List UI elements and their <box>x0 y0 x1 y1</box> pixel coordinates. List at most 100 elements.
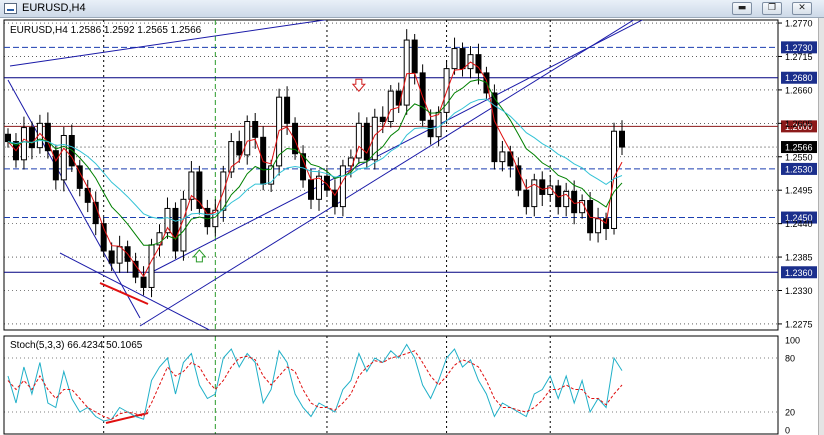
candle-body <box>44 122 51 152</box>
stoch-tick-label: 100 <box>785 336 800 346</box>
divergence-line <box>105 412 149 424</box>
candle-body <box>323 175 330 191</box>
candle-body <box>515 165 522 191</box>
minimize-button[interactable]: ▬ <box>732 2 752 15</box>
candle-body <box>236 141 243 156</box>
price-tick-label: 1.2605 <box>785 119 813 129</box>
price-level-label: 1.2680 <box>785 73 813 83</box>
candle-body <box>28 127 35 149</box>
main-panel-frame <box>3 19 779 331</box>
stoch-main-line <box>7 343 623 422</box>
candle-body <box>435 111 442 138</box>
candle-body <box>595 218 602 234</box>
stoch-tick-label: 20 <box>785 408 795 418</box>
price-level-tag <box>781 162 817 175</box>
stochastic-panel: 100 80 20 0 <box>3 335 800 435</box>
price-level-label: 1.2600 <box>785 122 813 132</box>
moving-averages <box>7 61 623 278</box>
price-tick-label: 1.2330 <box>785 286 813 296</box>
channel-line <box>9 20 328 67</box>
candle-body <box>355 122 362 159</box>
price-level-label: 1.2360 <box>785 268 813 278</box>
candle-body <box>228 141 235 173</box>
candle-body <box>531 179 538 208</box>
candle-body <box>20 127 27 161</box>
price-tick-label: 1.2385 <box>785 253 813 263</box>
candle-body <box>308 179 315 200</box>
price-tick-label: 1.2770 <box>785 19 813 29</box>
candle-body <box>100 223 107 252</box>
candle-body <box>539 179 546 195</box>
candle-body <box>292 122 299 155</box>
candle-body <box>252 121 259 138</box>
down-arrow-icon <box>351 78 366 92</box>
up-arrow-icon <box>192 249 207 263</box>
candle-body <box>116 246 123 264</box>
close-button[interactable]: ✕ <box>792 2 812 15</box>
price-level-tag <box>781 120 817 133</box>
price-tick-label: 1.2495 <box>785 186 813 196</box>
candle-body <box>180 198 187 252</box>
candle-body <box>188 171 195 200</box>
restore-button[interactable]: ❐ <box>762 2 782 15</box>
candle-body <box>411 39 418 74</box>
stoch-signal-line <box>7 350 623 420</box>
stoch-tick-label: 0 <box>785 426 790 435</box>
candle-body <box>172 207 179 252</box>
grid <box>3 19 779 434</box>
channel-line <box>59 252 211 330</box>
signal-arrows <box>99 78 366 305</box>
candle-body <box>387 90 394 123</box>
chart-window-icon <box>4 3 17 14</box>
candle-body <box>108 250 115 264</box>
candle-body <box>499 151 506 163</box>
moving-average-line <box>7 61 623 278</box>
price-tick-label: 1.2715 <box>785 52 813 62</box>
last-price-label: 1.2566 <box>785 143 813 153</box>
stoch-panel-frame <box>3 335 779 435</box>
candle-body <box>507 151 514 167</box>
window-title: EURUSD,H4 <box>22 2 86 14</box>
candle-body <box>459 48 466 70</box>
vertical-scrollbar[interactable] <box>818 18 824 435</box>
price-level-label: 1.2730 <box>785 43 813 53</box>
window-title-bar: EURUSD,H4 ▬ ❐ ✕ <box>0 0 824 18</box>
moving-average-line <box>7 98 623 222</box>
divergence-line <box>99 282 149 305</box>
price-tick-label: 1.2660 <box>785 85 813 95</box>
candle-body <box>5 133 11 143</box>
price-level-tag <box>781 266 817 279</box>
candle-body <box>244 121 251 156</box>
candle-body <box>204 207 211 228</box>
candle-body <box>563 190 570 208</box>
price-level-tag <box>781 71 817 84</box>
channel-line <box>139 20 635 327</box>
moving-average-line <box>7 79 623 246</box>
candle-body <box>403 39 410 106</box>
candle-body <box>451 48 458 70</box>
candle-body <box>619 130 625 148</box>
candle-body <box>140 276 147 288</box>
candle-body <box>52 150 59 181</box>
price-level-label: 1.2450 <box>785 213 813 223</box>
candle-body <box>339 165 346 208</box>
main-chart-info: EURUSD,H4 1.2586 1.2592 1.2565 1.2566 <box>10 25 202 36</box>
channel-line <box>7 79 141 319</box>
price-axis: 1.2770 1.2715 1.2660 1.2605 1.2550 1.2495 1.24… <box>778 19 813 329</box>
candle-body <box>156 232 163 246</box>
candle-body <box>268 165 275 185</box>
candle-body <box>363 122 370 161</box>
price-tick-label: 1.2275 <box>785 319 813 329</box>
candle-body <box>379 116 386 123</box>
candle-body <box>371 116 378 161</box>
candle-body <box>212 209 219 228</box>
chart-area[interactable]: 1.2730 1.2680 1.2600 1.2530 1.2450 1.2360 1.25… <box>0 18 818 435</box>
candle-body <box>196 171 203 209</box>
price-tick-label: 1.2550 <box>785 152 813 162</box>
stoch-info: Stoch(5,3,3) 66.4234 50.1065 <box>10 340 143 351</box>
price-tick-label: 1.2440 <box>785 219 813 229</box>
price-level-tag <box>781 41 817 54</box>
candle-body <box>571 190 578 214</box>
candle-body <box>148 244 155 288</box>
price-level-label: 1.2530 <box>785 164 813 174</box>
